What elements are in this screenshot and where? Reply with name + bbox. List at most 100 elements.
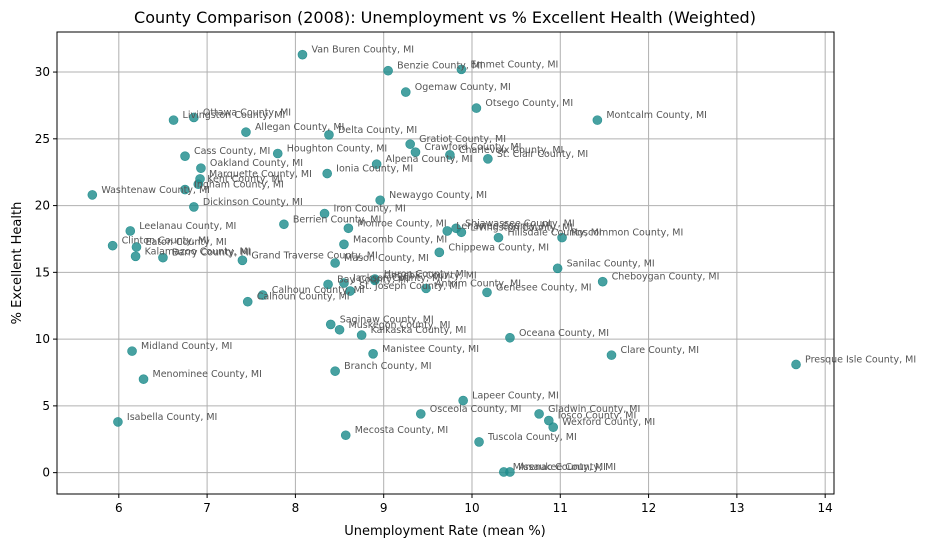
data-point xyxy=(330,366,340,376)
data-point xyxy=(168,115,179,125)
data-point xyxy=(87,190,98,200)
data-point xyxy=(493,232,504,243)
x-tick-label: 7 xyxy=(203,501,211,515)
data-point xyxy=(356,330,367,340)
point-label: Oceana County, MI xyxy=(519,328,609,339)
point-label: Jackson County, MI xyxy=(352,273,443,284)
x-tick-label: 12 xyxy=(641,501,656,515)
data-point xyxy=(242,296,253,307)
data-point xyxy=(445,150,455,160)
y-tick-label: 20 xyxy=(35,199,50,213)
point-label: Livingston County, MI xyxy=(183,110,286,121)
data-point xyxy=(323,279,333,290)
point-label: Mason County, MI xyxy=(344,253,429,264)
data-point xyxy=(405,139,415,149)
point-label: Genesee County, MI xyxy=(496,282,592,293)
point-label: Kent County, MI xyxy=(207,174,282,185)
point-label: Lenawee County, MI xyxy=(456,221,552,232)
point-label: Leelanau County, MI xyxy=(139,221,236,232)
point-label: Grand Traverse County, MI xyxy=(251,250,377,261)
data-point xyxy=(339,278,349,288)
point-label: Sanilac County, MI xyxy=(567,258,655,269)
point-label: Midland County, MI xyxy=(141,341,232,352)
point-label: Livingston County, MI xyxy=(470,222,573,233)
point-label: Missaukee County, MI xyxy=(513,462,616,473)
data-point xyxy=(319,208,330,219)
data-point xyxy=(345,286,355,296)
x-tick-label: 14 xyxy=(818,501,833,515)
data-point xyxy=(325,319,336,330)
x-tick-label: 13 xyxy=(729,501,744,515)
data-point xyxy=(458,395,468,406)
data-point xyxy=(138,374,149,384)
point-label: Lapeer County, MI xyxy=(472,391,559,402)
point-label: Iron County, MI xyxy=(334,204,406,215)
point-label: Arenac County, MI xyxy=(519,462,606,473)
data-point xyxy=(791,359,801,370)
data-point xyxy=(127,346,137,356)
point-label: Ingham County, MI xyxy=(194,180,284,191)
plot-frame xyxy=(56,31,835,495)
data-point xyxy=(505,467,515,477)
data-point xyxy=(592,115,603,125)
data-point xyxy=(400,87,411,97)
x-axis-label: Unemployment Rate (mean %) xyxy=(344,524,546,539)
y-tick-label: 30 xyxy=(35,65,50,79)
point-label: Osceola County, MI xyxy=(430,404,522,415)
point-label: Alpena County, MI xyxy=(386,154,473,165)
data-point xyxy=(107,240,118,251)
point-label: Gogebic County, MI xyxy=(384,270,477,281)
data-point xyxy=(471,103,482,113)
data-point xyxy=(371,159,382,169)
x-tick-label: 11 xyxy=(553,501,568,515)
point-label: Oakland County, MI xyxy=(210,158,303,169)
data-point xyxy=(189,202,199,212)
data-point xyxy=(279,219,289,230)
point-label: Ogemaw County, MI xyxy=(415,82,511,93)
point-label: Bay County, MI xyxy=(337,274,409,285)
data-point xyxy=(548,422,559,433)
data-point xyxy=(322,168,332,179)
data-point xyxy=(544,415,554,426)
point-label: Allegan County, MI xyxy=(255,122,344,133)
data-point xyxy=(410,147,421,157)
point-label: Clare County, MI xyxy=(620,345,699,356)
data-point xyxy=(339,239,349,250)
y-tick-label: 25 xyxy=(35,132,50,146)
grid-lines xyxy=(57,32,834,494)
data-point xyxy=(597,276,608,287)
point-label: Montcalm County, MI xyxy=(606,110,707,121)
data-point xyxy=(534,409,544,419)
point-label: Muskegon County, MI xyxy=(349,320,451,331)
data-point xyxy=(343,223,354,234)
data-point xyxy=(196,163,206,173)
data-point xyxy=(257,290,268,300)
x-tick-label: 8 xyxy=(292,501,300,515)
point-label: Eaton County, MI xyxy=(145,237,226,248)
point-label: Menominee County, MI xyxy=(153,369,262,380)
point-label: St. Joseph County, MI xyxy=(359,281,460,292)
point-label: Monroe County, MI xyxy=(357,218,446,229)
point-label: Calhoun County, MI xyxy=(257,292,350,303)
point-label: Gladwin County, MI xyxy=(548,404,640,415)
point-label: Emmet County, MI xyxy=(470,59,558,70)
point-label: Dickinson County, MI xyxy=(203,197,303,208)
point-label: Cass County, MI xyxy=(194,146,270,157)
point-label: Berrien County, MI xyxy=(293,214,381,225)
point-label: Antrim County, MI xyxy=(435,278,521,289)
point-label: Newaygo County, MI xyxy=(389,190,487,201)
data-point xyxy=(557,232,567,243)
point-label: Roscommon County, MI xyxy=(571,228,683,239)
point-label: Clinton County, MI xyxy=(122,236,209,247)
data-point xyxy=(130,251,141,262)
point-label: Ottawa County, MI xyxy=(203,107,291,118)
y-axis-ticks: 0 5 10 15 20 25 30 xyxy=(35,65,57,480)
point-label: Manistee County, MI xyxy=(382,344,479,355)
point-label: Benzie County, MI xyxy=(397,61,483,72)
point-label: Isabella County, MI xyxy=(127,412,217,423)
point-labels: Van Buren County, MI Benzie County, MIEmm… xyxy=(101,45,916,473)
point-label: Presque Isle County, MI xyxy=(805,354,916,365)
data-point xyxy=(113,417,123,427)
data-points xyxy=(87,49,801,477)
